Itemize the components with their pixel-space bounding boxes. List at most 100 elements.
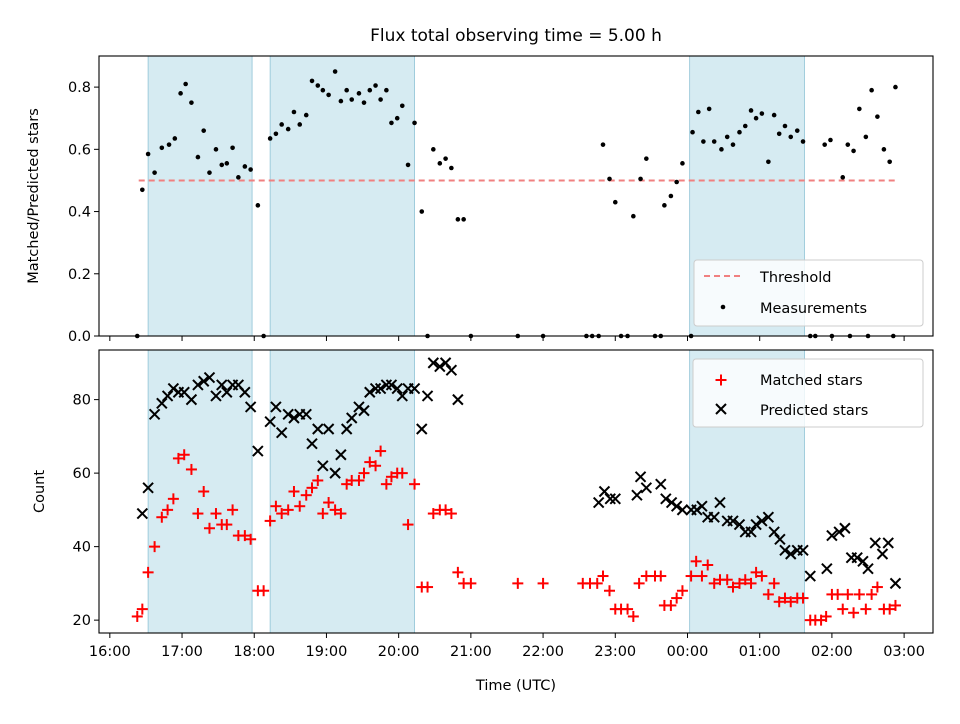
measurement-point [759, 111, 765, 116]
bottom-legend-box [692, 358, 924, 428]
predicted-star-point [396, 390, 408, 402]
legend-threshold-label: Threshold [759, 270, 831, 286]
measurement-point [845, 142, 851, 147]
x-tick-label: 21:00 [450, 644, 492, 660]
predicted-star-point [380, 379, 393, 391]
legend-measurements-label: Measurements [760, 301, 867, 317]
measurement-point [230, 145, 235, 151]
predicted-star-point [826, 529, 838, 542]
observing-window-0 [148, 56, 253, 336]
predicted-star-point [598, 485, 611, 498]
x-tick-label: 22:00 [522, 644, 564, 660]
y-tick-label: 0.2 [68, 267, 91, 283]
measurement-point [152, 170, 157, 175]
measurement-point [344, 87, 349, 93]
predicted-star-point [745, 526, 757, 538]
measurement-point [863, 134, 869, 140]
measurement-point [706, 106, 712, 112]
predicted-star-point [148, 408, 161, 421]
predicted-star-point [364, 386, 376, 398]
predicted-star-point [192, 379, 204, 391]
measurement-point [378, 97, 383, 102]
predicted-star-point [270, 401, 282, 413]
counts-points-group [131, 357, 902, 626]
x-tick-label: 01:00 [739, 644, 781, 660]
measurement-point [711, 139, 717, 144]
measurement-point [159, 145, 165, 151]
measurement-point [766, 159, 771, 165]
predicted-star-point [889, 577, 902, 590]
x-tick-label: 02:00 [811, 644, 853, 660]
predicted-star-point [317, 460, 329, 472]
measurement-point [840, 175, 846, 180]
top-panel: 0.0 0.2 0.4 0.6 0.8 Flux total observing tim… [26, 26, 934, 345]
x-tick-label: 03:00 [883, 644, 925, 660]
measurement-point [394, 115, 400, 121]
measurement-point [224, 161, 230, 166]
measurement-point [140, 187, 145, 193]
measurement-point [356, 91, 362, 96]
measurement-point [674, 179, 679, 185]
predicted-star-point [882, 537, 894, 549]
measurement-point [178, 91, 183, 96]
predicted-star-point [851, 551, 863, 564]
predicted-star-point [374, 382, 387, 395]
measurement-point [443, 156, 448, 161]
top-legend: Threshold Measurements [693, 259, 924, 327]
predicted-star-point [282, 408, 294, 421]
measurement-point [776, 131, 782, 137]
measurement-point [607, 176, 612, 182]
measurement-point [881, 147, 887, 152]
measurement-point [303, 112, 309, 118]
measurement-point [461, 217, 466, 222]
measurement-point [737, 129, 742, 135]
measurement-point [273, 131, 279, 137]
predicted-star-point [210, 390, 222, 402]
x-tick-label: 20:00 [378, 644, 420, 660]
measurement-point [638, 176, 643, 182]
predicted-star-point [779, 544, 791, 557]
measurement-point [893, 84, 898, 90]
measurement-point [367, 87, 373, 93]
bottom-y-axis-label: Count [32, 470, 48, 513]
measurement-point [742, 123, 748, 129]
measurement-point [399, 103, 405, 109]
predicted-star-point [833, 526, 845, 538]
predicted-star-point [804, 570, 816, 582]
predicted-star-point [427, 357, 440, 369]
measurement-point [800, 139, 806, 144]
x-tick-label: 17:00 [161, 644, 203, 660]
measurement-point [437, 161, 443, 166]
predicted-star-point [329, 467, 341, 479]
legend-predicted-marker [715, 403, 727, 415]
predicted-star-point [762, 511, 775, 523]
measurements-points-group [134, 69, 898, 339]
measurement-point [668, 193, 674, 199]
predicted-star-point [714, 496, 726, 509]
predicted-star-point [358, 404, 370, 417]
predicted-star-point [756, 515, 768, 527]
measurement-point [680, 161, 685, 166]
predicted-star-point [216, 379, 228, 391]
measurement-point [248, 167, 253, 172]
predicted-star-point [232, 379, 245, 391]
predicted-star-point [156, 397, 168, 409]
measurement-point [662, 203, 667, 208]
measurement-point [285, 126, 291, 132]
measurement-point [267, 136, 273, 141]
predicted-star-point [708, 511, 720, 523]
measurement-point [449, 165, 454, 171]
measurement-point [412, 120, 417, 126]
predicted-star-point [592, 496, 605, 509]
measurement-point [455, 217, 461, 222]
top-axes-frame [98, 55, 934, 337]
x-tick-label: 23:00 [594, 644, 636, 660]
predicted-star-point [634, 471, 647, 483]
y-tick-label: 60 [73, 466, 91, 482]
bottom-axes-frame [98, 349, 934, 634]
predicted-star-point [288, 412, 300, 424]
measurement-point [822, 142, 827, 147]
measurement-point [724, 134, 730, 140]
measurement-point [788, 134, 794, 140]
